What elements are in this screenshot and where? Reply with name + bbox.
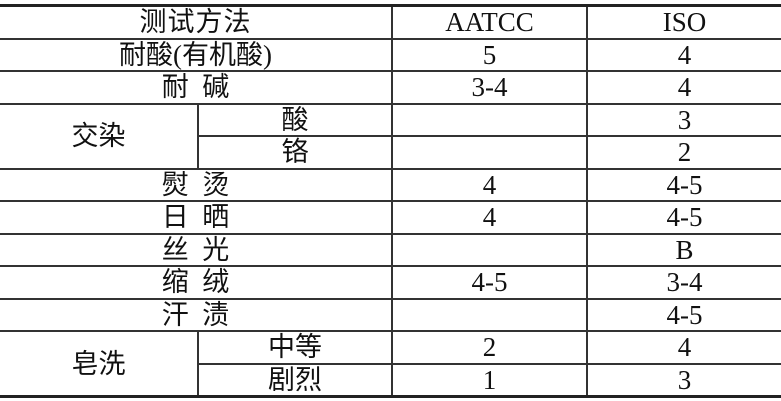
iso-cell: 3 [587, 102, 781, 137]
method-cell: 汗 渍 [0, 297, 393, 332]
header-aatcc: AATCC [392, 4, 588, 40]
table-row: 交染 酸 3 [0, 102, 781, 170]
method-cell: 丝 光 [0, 232, 393, 267]
aatcc-cell: 2 [392, 330, 588, 365]
sub-cell: 酸 [198, 102, 393, 137]
method-cell: 缩 绒 [0, 265, 393, 300]
method-cell: 熨 烫 [0, 167, 393, 202]
table-row: 剧烈 1 3 [0, 362, 781, 398]
header-iso: ISO [587, 4, 781, 40]
aatcc-cell [392, 135, 588, 170]
sub-cell: 铬 [198, 135, 393, 170]
header-row: 测试方法 AATCC ISO [0, 4, 781, 40]
aatcc-cell: 3-4 [392, 70, 588, 105]
group-cell: 交染 [0, 102, 199, 170]
method-cell: 日 晒 [0, 200, 393, 235]
table-row: 皂洗 中等 2 4 [0, 330, 781, 398]
iso-cell: 4 [587, 330, 781, 365]
aatcc-cell: 4 [392, 200, 588, 235]
table-row: 熨 烫 4 4-5 [0, 167, 781, 202]
sub-cell: 中等 [198, 330, 393, 365]
aatcc-cell: 4 [392, 167, 588, 202]
iso-cell: 4 [587, 37, 781, 72]
aatcc-cell: 1 [392, 362, 588, 398]
method-cell: 耐 碱 [0, 70, 393, 105]
table-row: 汗 渍 4-5 [0, 297, 781, 332]
table-row: 缩 绒 4-5 3-4 [0, 265, 781, 300]
aatcc-cell: 4-5 [392, 265, 588, 300]
table-row: 日 晒 4 4-5 [0, 200, 781, 235]
aatcc-cell [392, 297, 588, 332]
iso-cell: 4 [587, 70, 781, 105]
method-cell: 耐酸(有机酸) [0, 37, 393, 72]
iso-cell: B [587, 232, 781, 267]
iso-cell: 4-5 [587, 167, 781, 202]
iso-cell: 3-4 [587, 265, 781, 300]
iso-cell: 3 [587, 362, 781, 398]
aatcc-cell: 5 [392, 37, 588, 72]
header-method: 测试方法 [0, 4, 393, 40]
table-row: 丝 光 B [0, 232, 781, 267]
aatcc-cell [392, 102, 588, 137]
table-row: 耐酸(有机酸) 5 4 [0, 37, 781, 72]
table-row: 耐 碱 3-4 4 [0, 70, 781, 105]
iso-cell: 4-5 [587, 200, 781, 235]
group-cell: 皂洗 [0, 330, 199, 398]
fastness-table: 测试方法 AATCC ISO 耐酸(有机酸) 5 4 耐 碱 3-4 4 交染 … [0, 4, 781, 398]
sub-cell: 剧烈 [198, 362, 393, 398]
table-row: 铬 2 [0, 135, 781, 170]
iso-cell: 4-5 [587, 297, 781, 332]
iso-cell: 2 [587, 135, 781, 170]
aatcc-cell [392, 232, 588, 267]
